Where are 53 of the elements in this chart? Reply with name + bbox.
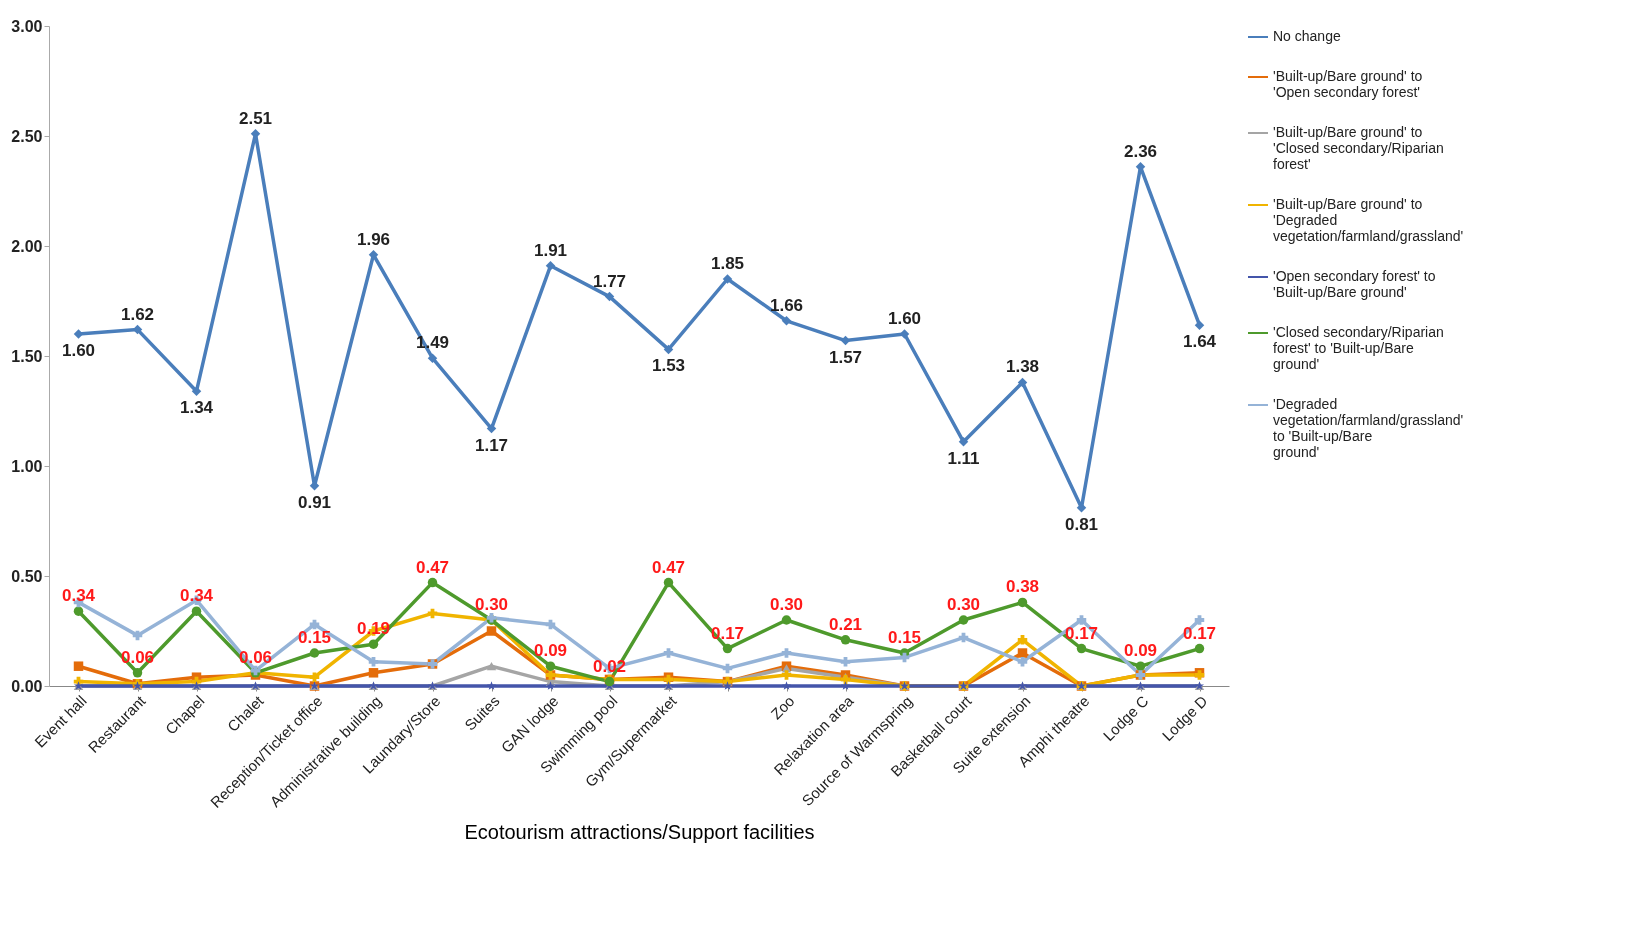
data-label: 1.38 bbox=[1005, 357, 1040, 377]
y-tick-label: 0.50 bbox=[11, 567, 43, 585]
data-label: 1.11 bbox=[947, 448, 980, 468]
data-label: 0.38 bbox=[1005, 577, 1040, 597]
data-label: 1.85 bbox=[710, 254, 745, 273]
data-label: 0.09 bbox=[533, 641, 568, 661]
legend-label: No change bbox=[1273, 28, 1341, 44]
data-label: 1.57 bbox=[828, 347, 863, 367]
y-tick-label: 2.00 bbox=[11, 237, 43, 255]
legend-label: 'Built-up/Bare ground' to 'Open secondary forest' bbox=[1273, 68, 1423, 100]
data-label: 2.36 bbox=[1123, 141, 1158, 161]
legend-label: 'Built-up/Bare ground' to 'Closed secondary/Riparian forest' bbox=[1273, 124, 1444, 172]
data-label: 1.91 bbox=[533, 240, 568, 260]
data-label: 1.64 bbox=[1182, 332, 1217, 352]
data-label: 0.47 bbox=[415, 557, 450, 577]
data-label: 0.30 bbox=[769, 595, 804, 614]
data-label: 0.91 bbox=[297, 492, 332, 512]
legend-label: 'Closed secondary/Riparian forest' to 'Built-up/Bare ground' bbox=[1273, 324, 1444, 372]
legend-label: 'Built-up/Bare ground' to 'Degraded vegetation/farmland/grassland' bbox=[1273, 196, 1464, 244]
data-label: 0.17 bbox=[1182, 623, 1217, 643]
data-label: 1.17 bbox=[474, 435, 509, 455]
data-label: 1.66 bbox=[769, 295, 804, 315]
y-tick-label: 3.00 bbox=[11, 17, 43, 35]
data-label: 0.15 bbox=[297, 628, 332, 647]
data-label: 0.30 bbox=[946, 595, 981, 614]
x-axis-title: Ecotourism attractions/Support facilities bbox=[464, 820, 815, 843]
y-tick-label: 1.50 bbox=[11, 347, 43, 365]
data-label: 1.53 bbox=[651, 356, 686, 376]
data-label: 1.77 bbox=[592, 271, 627, 291]
data-label: 0.15 bbox=[887, 628, 922, 647]
data-label: 1.62 bbox=[120, 304, 155, 324]
legend-label: 'Degraded vegetation/farmland/grassland' to 'Built-up/Bare ground' bbox=[1273, 396, 1464, 460]
data-label: 0.02 bbox=[592, 656, 627, 676]
y-tick-label: 0.00 bbox=[11, 677, 43, 695]
data-label: 0.30 bbox=[474, 595, 509, 614]
y-tick-label: 1.00 bbox=[11, 457, 43, 475]
x-tick-label: Zoo bbox=[767, 692, 798, 723]
data-label: 0.06 bbox=[238, 647, 273, 667]
y-tick-label: 2.50 bbox=[11, 127, 43, 145]
legend-label: 'Open secondary forest' to 'Built-up/Bare ground' bbox=[1273, 268, 1436, 300]
data-label: 1.96 bbox=[356, 229, 391, 249]
data-label: 0.21 bbox=[828, 614, 863, 634]
data-label: 0.09 bbox=[1123, 641, 1158, 661]
data-label: 1.60 bbox=[61, 341, 96, 360]
data-label: 0.34 bbox=[61, 586, 96, 606]
data-label: 0.34 bbox=[179, 586, 214, 606]
data-label: 0.17 bbox=[1064, 623, 1099, 643]
data-label: 2.51 bbox=[238, 108, 273, 128]
data-label: 0.47 bbox=[651, 557, 686, 577]
data-label: 1.34 bbox=[179, 398, 214, 418]
data-label: 1.60 bbox=[887, 309, 922, 328]
data-label: 0.81 bbox=[1064, 514, 1099, 534]
data-label: 0.06 bbox=[120, 647, 155, 667]
